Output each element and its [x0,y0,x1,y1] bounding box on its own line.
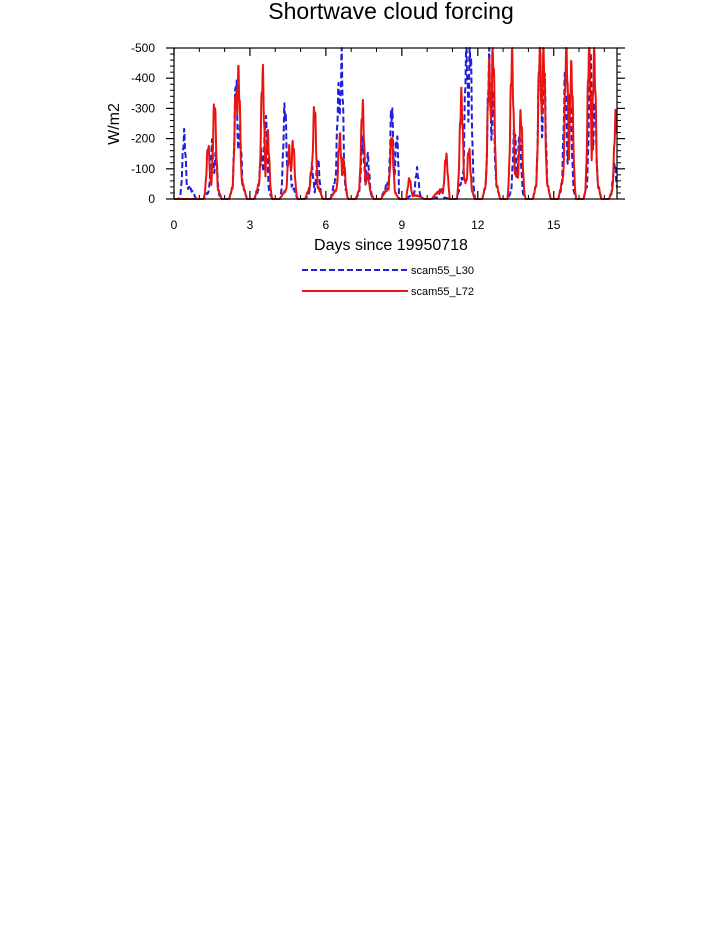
y-tick-label: -500 [131,41,155,55]
chart-title: Shortwave cloud forcing [268,0,513,24]
plot-frame [173,47,618,200]
plot-lines [173,47,618,200]
x-tick-label: 15 [547,218,561,232]
x-tick-label: 3 [247,218,254,232]
y-tick-label: 0 [148,192,155,206]
x-axis-label: Days since 19950718 [314,237,468,254]
legend: scam55_L30 scam55_L72 [302,265,474,298]
y-tick-label: -400 [131,71,155,85]
x-tick-label: 6 [323,218,330,232]
y-axis-label: W/m2 [106,103,123,145]
x-tick-label: 0 [171,218,178,232]
x-axis: 0 3 6 9 12 15 [171,48,605,232]
x-tick-label: 9 [398,218,405,232]
legend-label: scam55_L72 [411,286,474,298]
legend-label: scam55_L30 [411,265,474,277]
x-tick-label: 12 [471,218,485,232]
series-line-scam55_L72 [173,47,618,200]
y-tick-label: -300 [131,101,155,115]
y-tick-label: -200 [131,132,155,146]
y-tick-label: -100 [131,162,155,176]
y-axis: 0 -100 -200 -300 -400 -500 [131,41,625,206]
